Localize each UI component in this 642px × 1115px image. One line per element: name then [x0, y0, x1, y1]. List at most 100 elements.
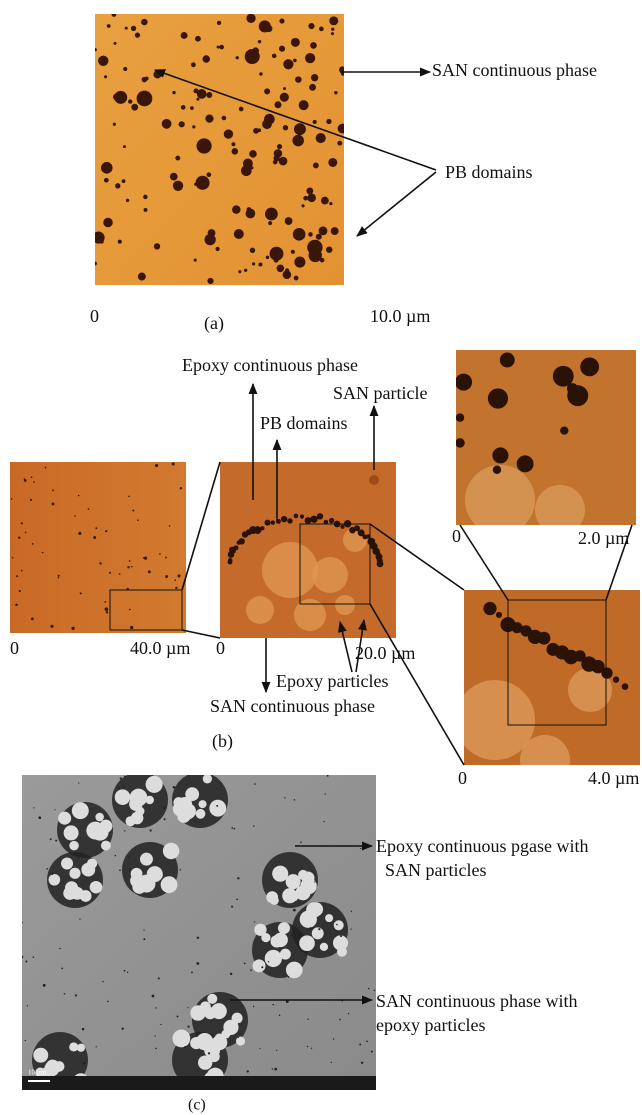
texture-spot	[274, 1068, 277, 1071]
annotation: PB domains	[445, 162, 533, 182]
texture-spot	[115, 789, 131, 805]
texture-spot	[93, 232, 105, 244]
texture-spot	[293, 909, 296, 912]
texture-spot	[33, 1048, 48, 1063]
texture-spot	[219, 45, 224, 50]
texture-spot	[49, 874, 61, 886]
annotation: SAN continuous phase	[432, 60, 597, 80]
texture-spot	[313, 120, 317, 124]
texture-spot	[307, 193, 316, 202]
texture-spot	[25, 1040, 26, 1041]
texture-spot	[127, 566, 129, 568]
texture-spot	[311, 74, 318, 81]
texture-spot	[24, 478, 26, 480]
texture-spot	[191, 972, 193, 974]
texture-spot	[81, 863, 95, 877]
texture-spot	[326, 119, 331, 124]
texture-spot	[279, 18, 284, 23]
texture-spot	[247, 207, 252, 212]
texture-spot	[310, 516, 317, 523]
texture-spot	[93, 262, 97, 266]
texture-spot	[312, 927, 324, 939]
panel-label: (a)	[204, 313, 224, 334]
texture-spot	[208, 1052, 210, 1054]
texture-spot	[16, 575, 18, 577]
texture-spot	[163, 807, 165, 809]
texture-spot	[307, 240, 322, 255]
texture-spot	[152, 995, 155, 998]
texture-spot	[113, 123, 116, 126]
texture-spot	[19, 590, 21, 592]
texture-spot	[172, 1030, 190, 1048]
texture-spot	[328, 158, 337, 167]
texture-spot	[140, 853, 153, 866]
texture-spot	[272, 1004, 274, 1006]
texture-spot	[260, 1048, 261, 1049]
texture-spot	[232, 1013, 243, 1024]
texture-spot	[118, 240, 122, 244]
texture-spot	[58, 812, 71, 825]
texture-spot	[264, 88, 270, 94]
texture-spot	[115, 183, 120, 188]
texture-spot	[120, 777, 122, 779]
texture-spot	[159, 553, 161, 555]
texture-spot	[200, 1001, 211, 1012]
texture-spot	[104, 601, 106, 603]
texture-spot	[307, 1046, 308, 1047]
texture-spot	[217, 46, 220, 49]
texture-spot	[128, 496, 130, 498]
texture-spot	[265, 208, 278, 221]
texture-spot	[265, 950, 282, 967]
texture-spot	[277, 264, 285, 272]
texture-spot	[329, 16, 338, 25]
texture-spot	[250, 969, 252, 971]
texture-spot	[229, 1042, 230, 1043]
texture-spot	[212, 1035, 227, 1050]
texture-spot	[80, 592, 82, 594]
texture-spot	[331, 1062, 332, 1063]
texture-spot	[205, 114, 213, 122]
texture-spot	[74, 515, 76, 517]
texture-spot	[492, 447, 508, 463]
texture-spot	[331, 28, 334, 31]
texture-spot	[273, 160, 278, 165]
texture-spot	[293, 59, 297, 63]
texture-spot	[283, 125, 288, 130]
texture-spot	[137, 519, 139, 521]
texture-spot	[65, 881, 78, 894]
texture-spot	[254, 921, 255, 922]
texture-spot	[21, 956, 23, 958]
texture-spot	[58, 575, 60, 577]
afm-image-b1	[10, 462, 186, 633]
texture-spot	[311, 1048, 312, 1049]
scale-end: 40.0 µm	[130, 638, 190, 658]
texture-spot	[283, 59, 293, 69]
texture-spot	[316, 133, 326, 143]
texture-spot	[288, 976, 289, 977]
texture-spot	[538, 632, 551, 645]
texture-spot	[172, 91, 175, 94]
texture-spot	[177, 574, 180, 577]
texture-spot	[131, 868, 143, 880]
texture-spot	[194, 259, 197, 262]
texture-spot	[260, 526, 264, 530]
texture-spot	[325, 914, 333, 922]
texture-spot	[312, 557, 348, 593]
texture-spot	[42, 552, 44, 554]
texture-spot	[124, 830, 125, 831]
texture-spot	[294, 514, 299, 519]
texture-spot	[148, 570, 151, 573]
texture-spot	[165, 557, 167, 559]
texture-spot	[216, 805, 218, 807]
texture-spot	[207, 278, 213, 284]
texture-spot	[281, 516, 287, 522]
texture-spot	[334, 920, 344, 930]
texture-spot	[170, 173, 178, 181]
texture-spot	[284, 797, 285, 798]
texture-spot	[455, 438, 464, 447]
texture-spot	[31, 476, 33, 478]
texture-spot	[115, 855, 117, 857]
texture-spot	[187, 1025, 189, 1027]
texture-spot	[254, 526, 262, 534]
texture-spot	[58, 577, 60, 579]
